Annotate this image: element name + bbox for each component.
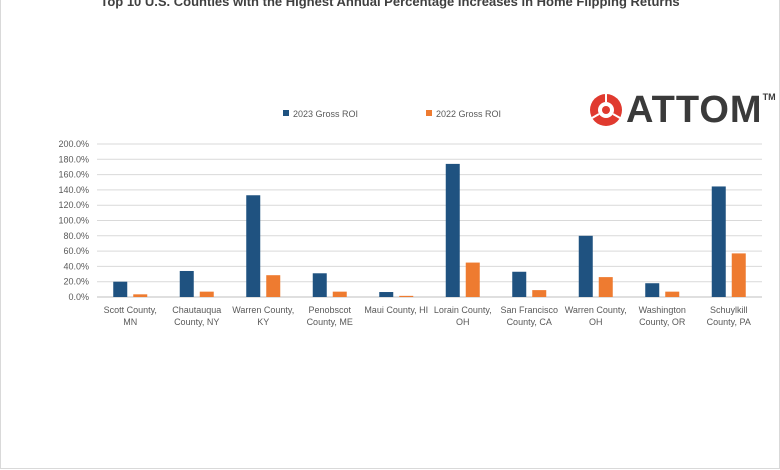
x-axis: Scott County, MN Chautauqua County, NY Warre… bbox=[104, 305, 751, 327]
bar-2022 bbox=[199, 291, 214, 297]
y-tick-label: 140.0% bbox=[58, 185, 89, 195]
bar-2022 bbox=[465, 262, 480, 297]
x-tick-label: Scott County, MN bbox=[104, 305, 157, 327]
y-tick-label: 40.0% bbox=[63, 261, 89, 271]
bars bbox=[113, 163, 746, 297]
bar-2023 bbox=[246, 195, 261, 297]
bar-2022 bbox=[399, 295, 414, 297]
legend-swatch bbox=[426, 110, 432, 116]
bar-2023 bbox=[113, 281, 128, 297]
bar-2023 bbox=[578, 235, 593, 297]
bar-2022 bbox=[133, 294, 148, 297]
x-tick-label: San Francisco County, CA bbox=[500, 305, 558, 327]
y-tick-label: 100.0% bbox=[58, 216, 89, 226]
bar-2023 bbox=[445, 163, 460, 297]
attom-logo-text: ATTOM bbox=[626, 89, 763, 131]
bar-2023 bbox=[312, 273, 327, 297]
x-tick-label: Washington County, OR bbox=[639, 305, 686, 327]
y-tick-label: 120.0% bbox=[58, 200, 89, 210]
y-tick-label: 20.0% bbox=[63, 277, 89, 287]
x-tick-label: Schuylkill County, PA bbox=[707, 305, 751, 327]
bar-2022 bbox=[266, 275, 281, 297]
gridlines bbox=[97, 143, 762, 298]
y-tick-label: 160.0% bbox=[58, 170, 89, 180]
y-tick-label: 0.0% bbox=[68, 292, 89, 302]
attom-logo-trademark: TM bbox=[762, 92, 776, 102]
x-tick-label: Warren County, KY bbox=[232, 305, 294, 327]
x-tick-label: Penobscot County, ME bbox=[307, 305, 353, 327]
legend: 2023 Gross ROI 2022 Gross ROI bbox=[283, 109, 501, 119]
bar-2022 bbox=[598, 277, 613, 297]
x-tick-label: Chautauqua County, NY bbox=[172, 305, 221, 327]
y-tick-label: 180.0% bbox=[58, 154, 89, 164]
y-tick-label: 60.0% bbox=[63, 246, 89, 256]
x-tick-label: Maui County, HI bbox=[364, 305, 428, 315]
bar-2022 bbox=[731, 253, 746, 297]
attom-logo-icon bbox=[590, 94, 622, 126]
attom-logo: ATTOM TM bbox=[588, 90, 776, 130]
chart-title: Top 10 U.S. Counties with the Highest An… bbox=[100, 0, 680, 9]
y-axis: 0.0% 20.0% 40.0% 60.0% 80.0% 100.0% 120.0% 140.… bbox=[58, 139, 89, 302]
legend-label: 2023 Gross ROI bbox=[293, 109, 358, 119]
bar-2023 bbox=[379, 292, 394, 297]
bar-2023 bbox=[512, 271, 527, 297]
y-tick-label: 200.0% bbox=[58, 139, 89, 149]
legend-label: 2022 Gross ROI bbox=[436, 109, 501, 119]
bar-2022 bbox=[532, 290, 547, 297]
legend-swatch bbox=[283, 110, 289, 116]
bar-2023 bbox=[711, 186, 726, 297]
bar-2022 bbox=[332, 291, 347, 297]
bar-2022 bbox=[665, 291, 680, 297]
bar-2023 bbox=[179, 270, 194, 297]
x-tick-label: Warren County, OH bbox=[565, 305, 627, 327]
y-tick-label: 80.0% bbox=[63, 231, 89, 241]
x-tick-label: Lorain County, OH bbox=[434, 305, 492, 327]
bar-2023 bbox=[645, 283, 660, 297]
